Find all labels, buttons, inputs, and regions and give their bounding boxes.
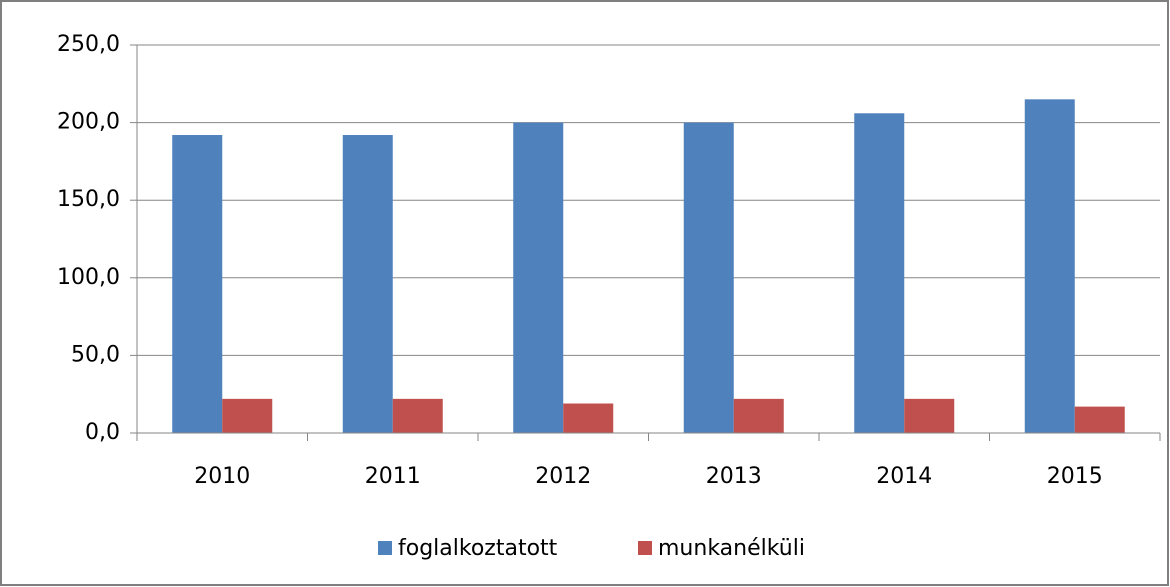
y-tick-label: 150,0: [57, 187, 120, 212]
legend-swatch: [638, 541, 652, 555]
bar: [222, 398, 273, 433]
bar: [854, 113, 905, 434]
bar: [563, 403, 614, 433]
bar: [1024, 99, 1075, 433]
legend-label: foglalkoztatott: [398, 536, 558, 561]
bar: [1074, 406, 1125, 433]
y-tick-label: 200,0: [57, 110, 120, 135]
x-tick-label: 2010: [194, 464, 250, 489]
x-tick-label: 2013: [706, 464, 762, 489]
bar: [513, 122, 564, 433]
y-tick-label: 0,0: [85, 420, 120, 445]
bar: [342, 135, 393, 434]
legend-swatch: [378, 541, 392, 555]
y-tick-label: 250,0: [57, 32, 120, 57]
bar: [683, 122, 734, 433]
y-tick-label: 100,0: [57, 265, 120, 290]
x-tick-label: 2014: [876, 464, 932, 489]
bar: [392, 398, 443, 433]
x-tick-label: 2015: [1047, 464, 1103, 489]
bar: [904, 398, 955, 433]
y-tick-label: 50,0: [71, 342, 120, 367]
legend-label: munkanélküli: [658, 536, 805, 561]
bar: [172, 135, 223, 434]
x-tick-label: 2011: [365, 464, 421, 489]
x-tick-label: 2012: [535, 464, 591, 489]
bar: [733, 398, 784, 433]
